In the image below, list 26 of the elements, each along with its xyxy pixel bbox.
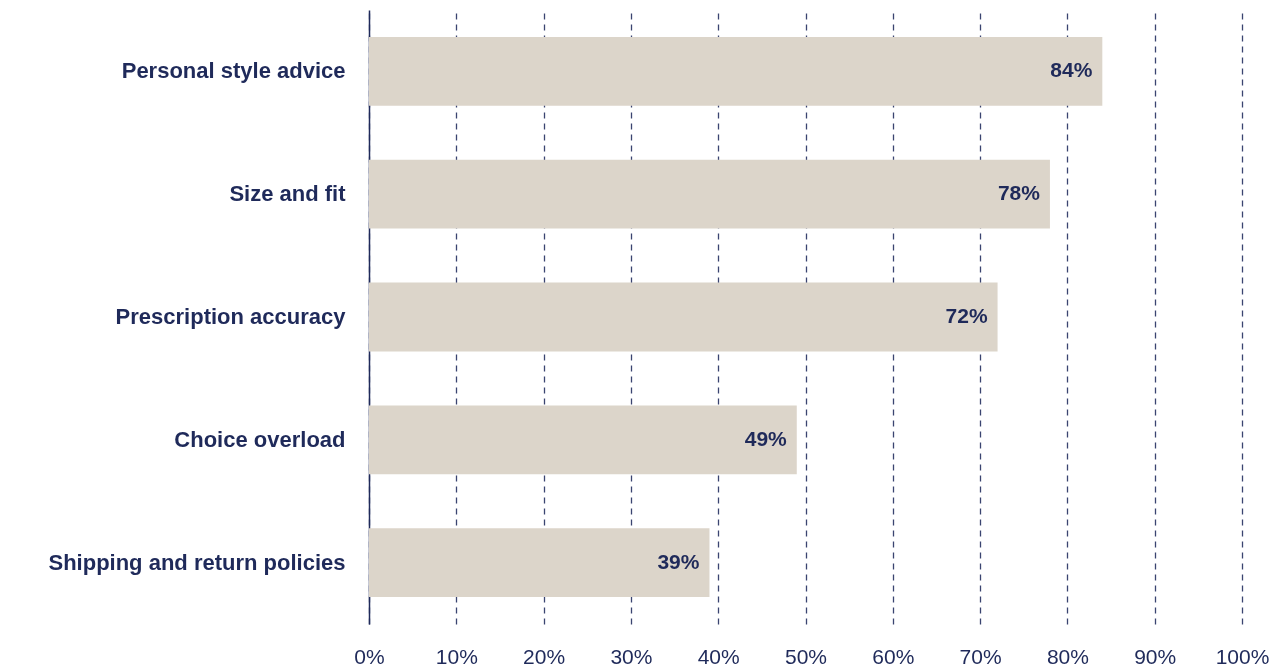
bar	[369, 37, 1103, 106]
x-tick-label: 10%	[435, 644, 478, 666]
data-label: 39%	[657, 549, 700, 573]
x-tick-label: 0%	[354, 644, 385, 666]
data-label: 84%	[1050, 58, 1093, 82]
x-tick-label: 100%	[1215, 644, 1270, 666]
y-tick-label: Choice overload	[174, 426, 346, 452]
data-label: 78%	[997, 181, 1041, 205]
bar	[369, 528, 710, 597]
y-tick-label: Size and fit	[229, 181, 347, 207]
x-tick-label: 50%	[784, 644, 828, 666]
data-label: 49%	[744, 426, 788, 450]
y-tick-label: Personal style advice	[121, 58, 346, 84]
x-tick-label: 60%	[872, 644, 915, 666]
x-tick-label: 90%	[1134, 644, 1177, 666]
x-tick-label: 40%	[697, 644, 740, 666]
data-label: 72%	[945, 304, 988, 327]
x-tick-label: 70%	[959, 644, 1002, 666]
x-tick-label: 20%	[523, 644, 566, 666]
x-tick-label: 80%	[1046, 644, 1089, 666]
y-tick-label: Shipping and return policies	[48, 549, 346, 575]
bar	[369, 282, 998, 352]
x-tick-label: 30%	[610, 644, 653, 666]
bar	[369, 159, 1050, 229]
bar	[369, 405, 797, 475]
y-tick-label: Prescription accuracy	[115, 304, 347, 329]
